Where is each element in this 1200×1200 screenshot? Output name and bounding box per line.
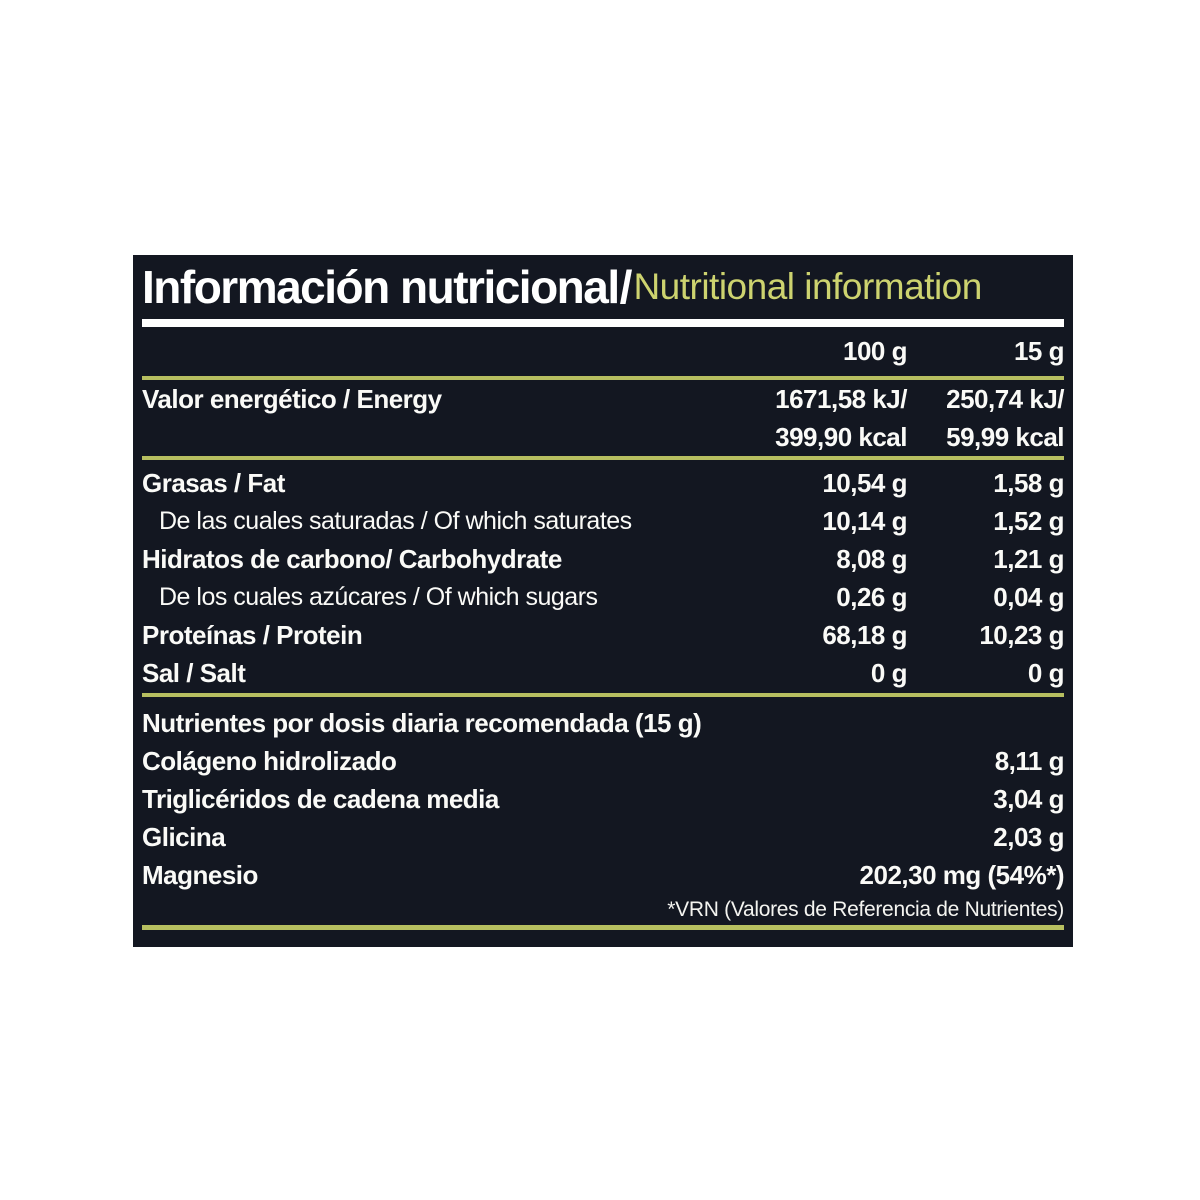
divider-green-4 <box>142 925 1064 930</box>
column-header-row: 100 g 15 g <box>142 327 1065 376</box>
value-100g: 8,08 g <box>836 543 907 574</box>
row-label: Magnesio <box>142 859 258 890</box>
divider-green-2 <box>142 456 1064 460</box>
row-label: De las cuales saturadas / Of which satur… <box>159 506 632 535</box>
daily-dose-heading-row: Nutrientes por dosis diaria recomendada … <box>142 704 1064 742</box>
value-100g: 0 g <box>870 657 908 688</box>
bottom-spacer <box>142 930 1064 947</box>
value-100g: 0,26 g <box>836 581 907 612</box>
column-header-100g: 100 g <box>843 336 908 366</box>
table-row-saturates: De las cuales saturadas / Of which satur… <box>142 502 1065 540</box>
value-15g: 1,21 g <box>993 543 1064 574</box>
table-row-energy-kj: Valor energético / Energy 1671,58 kJ/ 25… <box>142 380 1065 418</box>
table-row-sugars: De los cuales azúcares / Of which sugars… <box>142 578 1065 616</box>
table-row-energy-kcal: 399,90 kcal 59,99 kcal <box>142 418 1064 456</box>
row-label: Valor energético / Energy <box>142 383 442 414</box>
title-english: Nutritional information <box>633 266 982 307</box>
energy-kcal-15g: 59,99 kcal <box>946 421 1064 452</box>
energy-section: Valor energético / Energy 1671,58 kJ/ 25… <box>142 380 1065 456</box>
row-label: De los cuales azúcares / Of which sugars <box>159 582 598 611</box>
macronutrient-section: Grasas / Fat 10,54 g 1,58 g De las cuale… <box>142 460 1065 693</box>
value-15g: 1,52 g <box>993 505 1064 536</box>
energy-kcal-100g: 399,90 kcal <box>775 421 907 452</box>
row-label: Hidratos de carbono/ Carbohydrate <box>142 543 562 574</box>
table-row-magnesium: Magnesio 202,30 mg (54%*) <box>142 856 1065 894</box>
table-row-mct: Triglicéridos de cadena media 3,04 g <box>142 780 1064 818</box>
table-row-collagen: Colágeno hidrolizado 8,11 g <box>142 742 1065 780</box>
value-15g: 0,04 g <box>993 581 1064 612</box>
table-row-protein: Proteínas / Protein 68,18 g 10,23 g <box>142 616 1065 654</box>
table-row-carbohydrate: Hidratos de carbono/ Carbohydrate 8,08 g… <box>142 540 1065 578</box>
table-row-fat: Grasas / Fat 10,54 g 1,58 g <box>142 464 1065 502</box>
table-row-glycine: Glicina 2,03 g <box>142 818 1064 856</box>
panel-title: Información nutricional / Nutritional info… <box>142 255 1064 319</box>
value-15g: 3,04 g <box>993 783 1064 814</box>
daily-dose-heading: Nutrientes por dosis diaria recomendada … <box>142 707 702 738</box>
row-label: Proteínas / Protein <box>142 619 363 650</box>
column-header-15g: 15 g <box>1013 336 1065 366</box>
value-100g: 10,14 g <box>822 505 907 536</box>
value-15g: 0 g <box>1027 657 1065 688</box>
daily-dose-section: Nutrientes por dosis diaria recomendada … <box>142 697 1065 925</box>
row-label: Colágeno hidrolizado <box>142 745 397 776</box>
footnote-row: *VRN (Valores de Referencia de Nutriente… <box>142 894 1064 925</box>
table-row-salt: Sal / Salt 0 g 0 g <box>142 654 1065 692</box>
vrn-footnote: *VRN (Valores de Referencia de Nutriente… <box>667 897 1064 921</box>
value-100g: 68,18 g <box>822 619 907 650</box>
divider-green-1 <box>142 376 1064 380</box>
title-spanish: Información nutricional <box>142 261 620 313</box>
energy-kj-15g: 250,74 kJ/ <box>946 383 1064 414</box>
divider-white <box>142 319 1064 327</box>
row-label: Triglicéridos de cadena media <box>142 783 499 814</box>
value-100g: 10,54 g <box>822 467 907 498</box>
value-15g: 1,58 g <box>993 467 1064 498</box>
divider-green-3 <box>142 693 1064 697</box>
value-15g: 202,30 mg (54%*) <box>859 859 1065 890</box>
row-label: Glicina <box>142 821 226 852</box>
title-slash: / <box>619 261 633 313</box>
row-label: Sal / Salt <box>142 657 246 688</box>
value-15g: 8,11 g <box>994 745 1065 776</box>
row-label: Grasas / Fat <box>142 467 285 498</box>
value-15g: 2,03 g <box>993 821 1064 852</box>
nutrition-facts-panel: Información nutricional / Nutritional info… <box>133 255 1073 947</box>
energy-kj-100g: 1671,58 kJ/ <box>775 383 907 414</box>
value-15g: 10,23 g <box>979 619 1064 650</box>
